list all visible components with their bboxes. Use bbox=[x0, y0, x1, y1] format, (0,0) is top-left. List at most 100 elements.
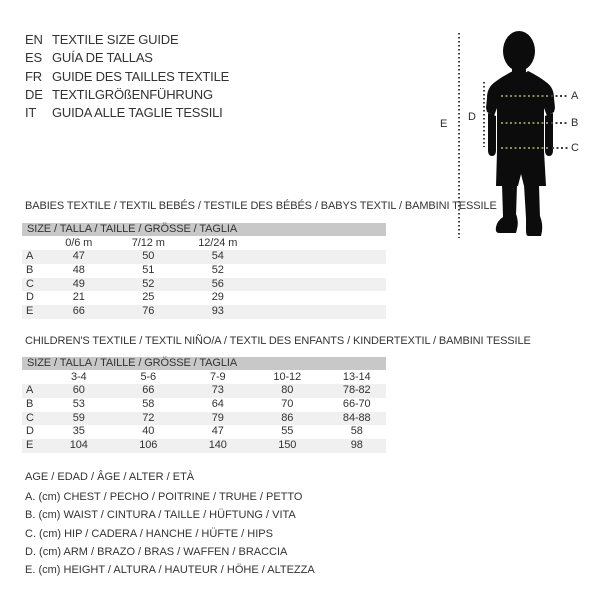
row-label: D bbox=[26, 291, 34, 304]
silhouette-right-leg bbox=[524, 185, 540, 218]
table-row: C 49 52 56 bbox=[22, 277, 386, 292]
table-row: B 48 51 52 bbox=[22, 264, 386, 278]
legend-row: C. (cm) HIP / CADERA / HANCHE / HÜFTE / … bbox=[25, 527, 273, 540]
language-row: FR GUIDE DES TAILLES TEXTILE bbox=[25, 68, 229, 86]
table-cell: 48 bbox=[72, 263, 85, 276]
silhouette-left-shoe bbox=[495, 214, 518, 233]
row-label: C bbox=[26, 411, 34, 424]
language-code: DE bbox=[25, 86, 43, 102]
table-cell: 21 bbox=[72, 291, 85, 304]
babies-column-header-row: 0/6 m 7/12 m 12/24 m bbox=[22, 236, 386, 250]
language-row: ES GUÍA DE TALLAS bbox=[25, 49, 229, 67]
column-header: 5-6 bbox=[140, 371, 157, 383]
table-row: D 35 40 47 55 58 bbox=[22, 425, 386, 439]
silhouette-left-arm bbox=[488, 113, 496, 156]
children-size-table: SIZE / TALLA / TAILLE / GRÖSSE / TAGLIA … bbox=[22, 357, 386, 453]
table-cell: 35 bbox=[72, 425, 85, 438]
table-cell: 53 bbox=[72, 397, 85, 410]
chest-measure-leader-A bbox=[551, 95, 568, 97]
legend-row: E. (cm) HEIGHT / ALTURA / HAUTEUR / HÖHE… bbox=[25, 564, 315, 577]
column-header-spacer bbox=[22, 236, 44, 250]
table-cell: 66 bbox=[72, 305, 85, 318]
hip-measure-line-C bbox=[501, 147, 550, 149]
measure-label-d: D bbox=[468, 111, 476, 123]
table-cell: 84-88 bbox=[342, 411, 371, 424]
table-cell: 98 bbox=[350, 439, 363, 452]
column-header: 0/6 m bbox=[65, 237, 93, 249]
table-cell: 55 bbox=[281, 425, 294, 438]
table-cell: 29 bbox=[211, 291, 224, 304]
age-row-caption: AGE / EDAD / ÂGE / ALTER / ETÀ bbox=[25, 471, 195, 483]
column-header: 7-9 bbox=[209, 371, 226, 383]
language-label: GUÍA DE TALLAS bbox=[52, 50, 153, 66]
column-header: 12/24 m bbox=[198, 237, 238, 249]
table-cell: 40 bbox=[142, 425, 155, 438]
legend-row: A. (cm) CHEST / PECHO / POITRINE / TRUHE… bbox=[25, 491, 303, 503]
hip-measure-leader-C bbox=[552, 147, 568, 149]
table-cell: 54 bbox=[211, 250, 224, 262]
language-label: TEXTILGRÖßENFÜHRUNG bbox=[52, 86, 213, 102]
table-row: D 21 25 29 bbox=[22, 291, 386, 305]
table-cell: 64 bbox=[211, 397, 224, 410]
language-code: ES bbox=[25, 50, 42, 66]
row-label: B bbox=[26, 397, 34, 410]
silhouette-head bbox=[503, 31, 535, 71]
silhouette-right-shoe bbox=[526, 216, 543, 236]
measure-label-b: B bbox=[571, 117, 579, 129]
table-cell: 80 bbox=[281, 384, 294, 396]
height-measure-line-E bbox=[458, 33, 460, 238]
measure-label-c: C bbox=[571, 142, 579, 154]
table-cell: 104 bbox=[69, 439, 88, 452]
table-cell: 79 bbox=[211, 411, 224, 424]
table-cell: 93 bbox=[211, 305, 224, 318]
language-row: DE TEXTILGRÖßENFÜHRUNG bbox=[25, 86, 229, 104]
table-cell: 47 bbox=[72, 250, 85, 262]
table-cell: 50 bbox=[142, 250, 155, 262]
table-row: C 59 72 79 86 84-88 bbox=[22, 411, 386, 426]
row-label: C bbox=[26, 277, 34, 290]
column-header: 10-12 bbox=[273, 371, 302, 383]
row-label: A bbox=[26, 384, 34, 396]
table-cell: 56 bbox=[211, 277, 224, 290]
column-header: 13-14 bbox=[342, 371, 371, 383]
silhouette-left-leg bbox=[502, 185, 517, 216]
measure-label-e: E bbox=[440, 118, 448, 130]
table-cell: 78-82 bbox=[342, 384, 371, 396]
table-cell: 73 bbox=[211, 384, 224, 396]
table-cell: 25 bbox=[142, 291, 155, 304]
table-cell: 70 bbox=[281, 397, 294, 410]
table-cell: 51 bbox=[142, 263, 155, 276]
table-row: E 104 106 140 150 98 bbox=[22, 439, 386, 453]
chest-measure-line-A bbox=[501, 95, 549, 97]
waist-measure-leader-B bbox=[551, 122, 568, 124]
babies-size-table: SIZE / TALLA / TAILLE / GRÖSSE / TAGLIA … bbox=[22, 223, 386, 319]
language-label: GUIDE DES TAILLES TEXTILE bbox=[52, 68, 230, 84]
table-row: E 66 76 93 bbox=[22, 305, 386, 319]
silhouette-shorts bbox=[496, 151, 546, 186]
children-size-header-bar: SIZE / TALLA / TAILLE / GRÖSSE / TAGLIA bbox=[22, 357, 386, 370]
children-table-rows: A 60 66 73 80 78-82 B 53 58 64 70 66-70 C 59 72 79 86 84-… bbox=[22, 384, 386, 453]
table-cell: 52 bbox=[211, 263, 224, 276]
table-cell: 76 bbox=[142, 305, 155, 318]
legend-row: B. (cm) WAIST / CINTURA / TAILLE / HÜFTU… bbox=[25, 509, 296, 522]
waist-measure-line-B bbox=[501, 122, 549, 124]
language-code: FR bbox=[25, 68, 42, 84]
silhouette-right-arm bbox=[545, 113, 553, 156]
arm-measure-line-D bbox=[483, 82, 485, 147]
children-column-header-row: 3-4 5-6 7-9 10-12 13-14 bbox=[22, 370, 386, 384]
table-row: B 53 58 64 70 66-70 bbox=[22, 398, 386, 412]
row-label: A bbox=[26, 250, 34, 262]
table-cell: 86 bbox=[281, 411, 294, 424]
language-code: EN bbox=[25, 32, 43, 47]
column-header-spacer bbox=[22, 370, 44, 384]
silhouette-shirt bbox=[486, 71, 555, 152]
table-cell: 60 bbox=[72, 384, 85, 396]
language-code: IT bbox=[25, 105, 37, 121]
language-list: EN TEXTILE SIZE GUIDE ES GUÍA DE TALLAS FR GU… bbox=[25, 31, 229, 123]
language-row: EN TEXTILE SIZE GUIDE bbox=[25, 31, 229, 49]
babies-size-header-bar: SIZE / TALLA / TAILLE / GRÖSSE / TAGLIA bbox=[22, 223, 386, 236]
table-cell: 150 bbox=[278, 439, 297, 452]
table-row: A 47 50 54 bbox=[22, 250, 386, 264]
row-label: E bbox=[26, 305, 34, 318]
